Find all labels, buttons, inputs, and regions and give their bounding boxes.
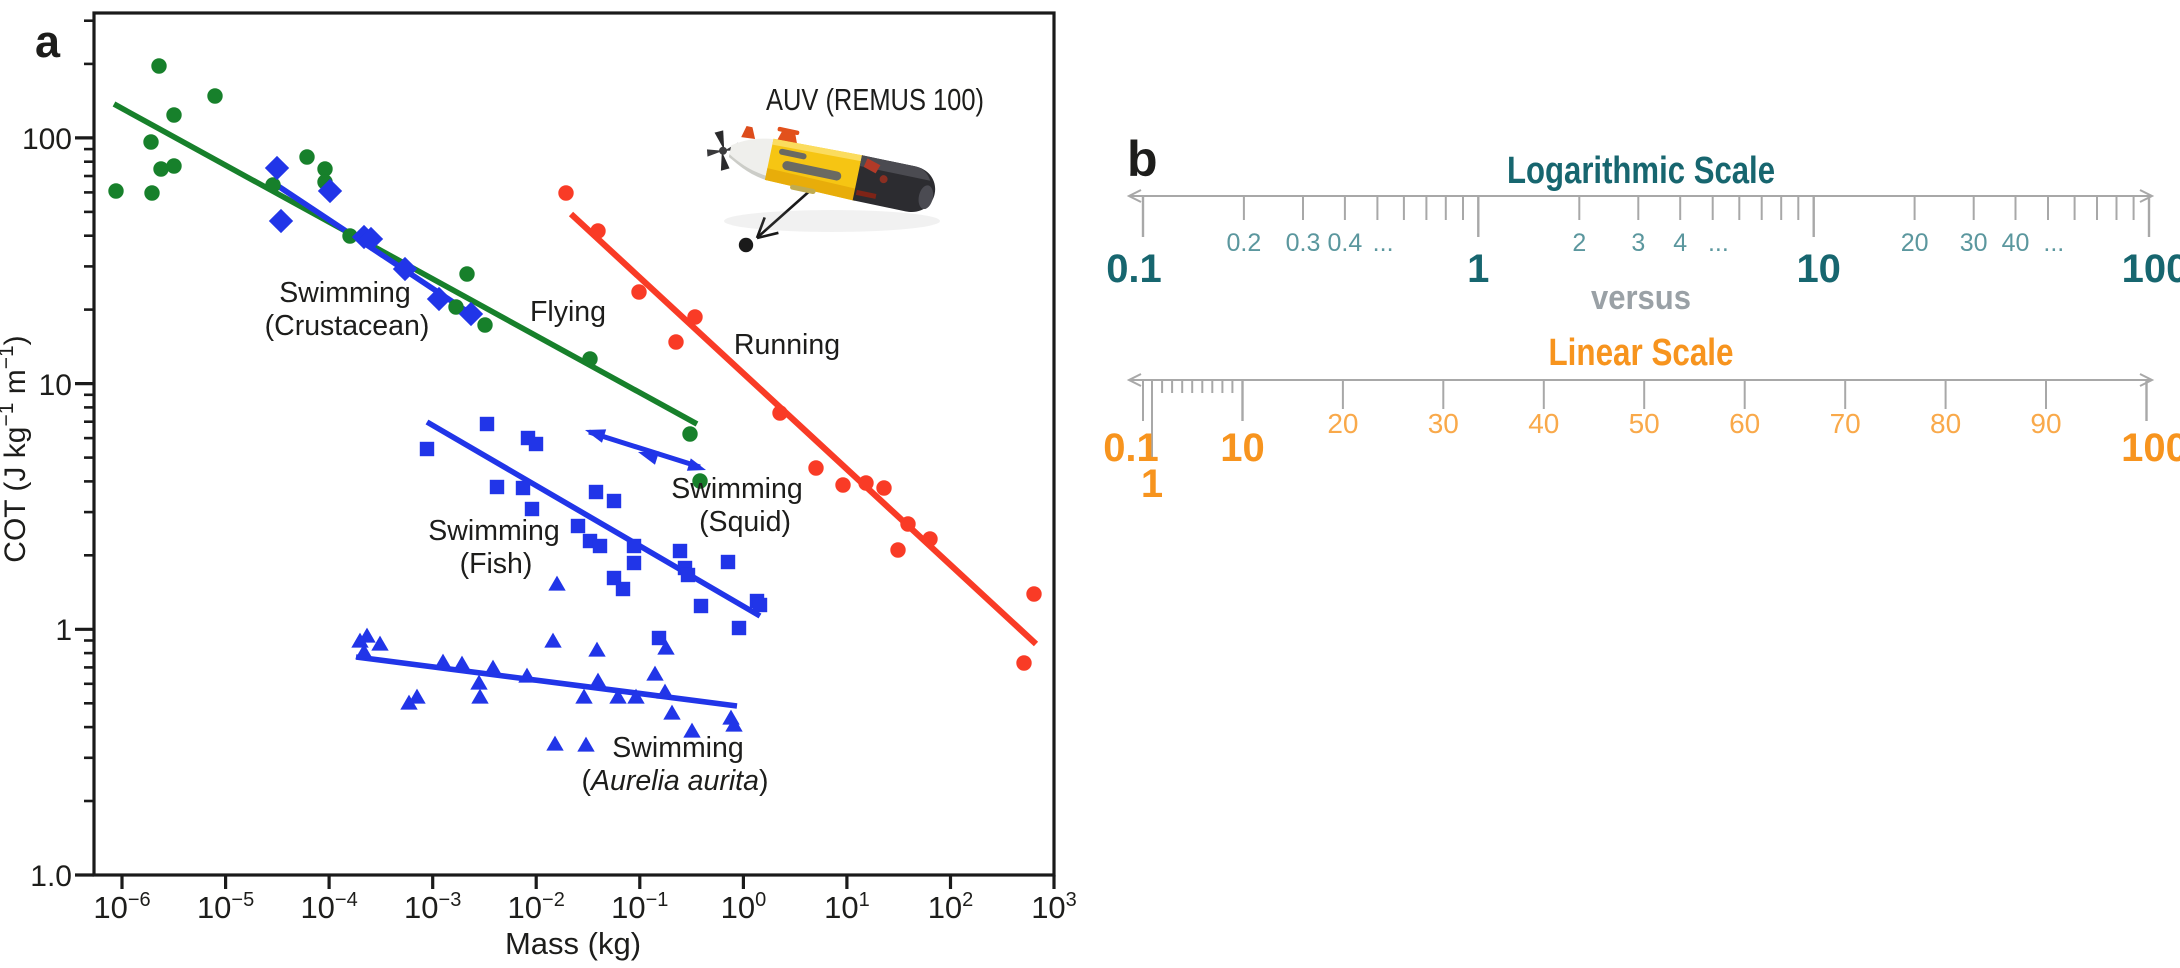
- svg-text:COT (J kg−1 m−1): COT (J kg−1 m−1): [0, 335, 32, 562]
- svg-text:10−2: 10−2: [508, 889, 565, 925]
- svg-text:3: 3: [1631, 229, 1645, 257]
- svg-text:Logarithmic Scale: Logarithmic Scale: [1507, 150, 1775, 192]
- svg-text:100: 100: [22, 123, 72, 156]
- svg-text:80: 80: [1930, 408, 1961, 439]
- svg-text:b: b: [1127, 131, 1158, 187]
- svg-text:10: 10: [39, 369, 72, 402]
- svg-text:Running: Running: [734, 329, 840, 361]
- svg-text:1: 1: [55, 614, 72, 647]
- svg-text:70: 70: [1830, 408, 1861, 439]
- svg-text:Swimming: Swimming: [612, 732, 743, 764]
- svg-text:...: ...: [1373, 229, 1394, 257]
- svg-text:0.2: 0.2: [1227, 229, 1262, 257]
- svg-text:4: 4: [1673, 229, 1687, 257]
- svg-text:Swimming: Swimming: [279, 277, 410, 309]
- svg-text:Swimming: Swimming: [671, 473, 802, 505]
- svg-text:1: 1: [1467, 247, 1489, 291]
- svg-text:100: 100: [2121, 426, 2180, 470]
- svg-text:101: 101: [824, 889, 870, 925]
- svg-text:0.4: 0.4: [1328, 229, 1363, 257]
- svg-text:60: 60: [1729, 408, 1760, 439]
- svg-text:0.1: 0.1: [1106, 247, 1162, 291]
- svg-text:...: ...: [1708, 229, 1729, 257]
- svg-text:(Fish): (Fish): [460, 548, 533, 580]
- svg-text:(Squid): (Squid): [699, 506, 791, 538]
- svg-text:Swimming: Swimming: [428, 515, 559, 547]
- svg-text:1: 1: [1141, 462, 1163, 506]
- svg-text:Flying: Flying: [530, 296, 606, 328]
- svg-text:0.3: 0.3: [1286, 229, 1321, 257]
- svg-text:1.0: 1.0: [30, 860, 72, 893]
- svg-text:20: 20: [1327, 408, 1358, 439]
- svg-text:0.1: 0.1: [1103, 426, 1159, 470]
- svg-text:100: 100: [2122, 247, 2180, 291]
- svg-text:AUV (REMUS 100): AUV (REMUS 100): [766, 82, 984, 117]
- svg-text:10−6: 10−6: [93, 889, 150, 925]
- svg-text:Linear Scale: Linear Scale: [1549, 332, 1734, 374]
- svg-text:a: a: [35, 16, 61, 67]
- svg-text:50: 50: [1629, 408, 1660, 439]
- svg-text:40: 40: [1528, 408, 1559, 439]
- svg-text:10: 10: [1220, 426, 1265, 470]
- svg-text:30: 30: [1428, 408, 1459, 439]
- svg-text:2: 2: [1572, 229, 1586, 257]
- svg-text:Mass (kg): Mass (kg): [505, 926, 641, 961]
- svg-text:30: 30: [1960, 229, 1988, 257]
- svg-text:(Aurelia aurita): (Aurelia aurita): [582, 765, 769, 797]
- svg-text:90: 90: [2030, 408, 2061, 439]
- svg-text:(Crustacean): (Crustacean): [265, 310, 430, 342]
- svg-text:40: 40: [2002, 229, 2030, 257]
- svg-text:...: ...: [2043, 229, 2064, 257]
- svg-text:versus: versus: [1591, 279, 1691, 317]
- svg-text:10: 10: [1796, 247, 1841, 291]
- svg-text:20: 20: [1901, 229, 1929, 257]
